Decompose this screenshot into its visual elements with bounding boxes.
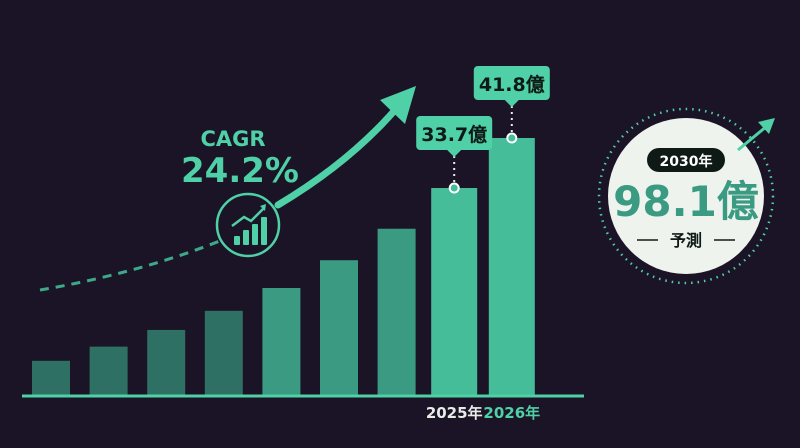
bar-7 [377, 228, 416, 396]
labels-layer: 2025年 33.7億 2026年 41.8億 [416, 66, 550, 422]
trend-line-dashed [39, 234, 233, 292]
bar-4 [204, 310, 243, 396]
x-tick-label-8: 2025年 [426, 404, 483, 422]
forecast-callout: 2030年 98.1億 予測 [597, 107, 775, 285]
data-label-9: 41.8億 [479, 73, 545, 96]
bar-9 [488, 138, 535, 396]
forecast-year-pill [647, 148, 725, 172]
forecast-year: 2030年 [660, 153, 713, 170]
forecast-value: 98.1億 [613, 177, 759, 226]
bars-layer [32, 138, 535, 396]
bar-6 [320, 260, 358, 396]
bar-chart-icon [215, 192, 281, 258]
data-point-marker-8 [448, 182, 460, 194]
cagr-value: 24.2% [181, 151, 299, 191]
data-label-8: 33.7億 [421, 123, 487, 146]
trend-arrowhead [380, 86, 416, 124]
cagr-label: CAGR [200, 127, 265, 151]
trend-up-icon [737, 124, 768, 152]
data-label-box-8 [416, 115, 493, 150]
forecast-caption: 予測 [670, 231, 702, 250]
bar-3 [147, 329, 186, 396]
data-label-box-9 [473, 66, 550, 100]
data-label-pointer-9 [504, 100, 519, 107]
x-tick-label-9: 2026年 [483, 404, 540, 422]
bar-5 [262, 287, 301, 396]
data-label-pointer-8 [447, 149, 462, 157]
bar-1 [32, 360, 70, 396]
data-point-marker-9 [506, 132, 518, 144]
bar-2 [89, 346, 128, 396]
bar-8 [431, 187, 478, 396]
trend-up-arrowhead [758, 118, 775, 134]
trend-line-solid [274, 106, 399, 209]
